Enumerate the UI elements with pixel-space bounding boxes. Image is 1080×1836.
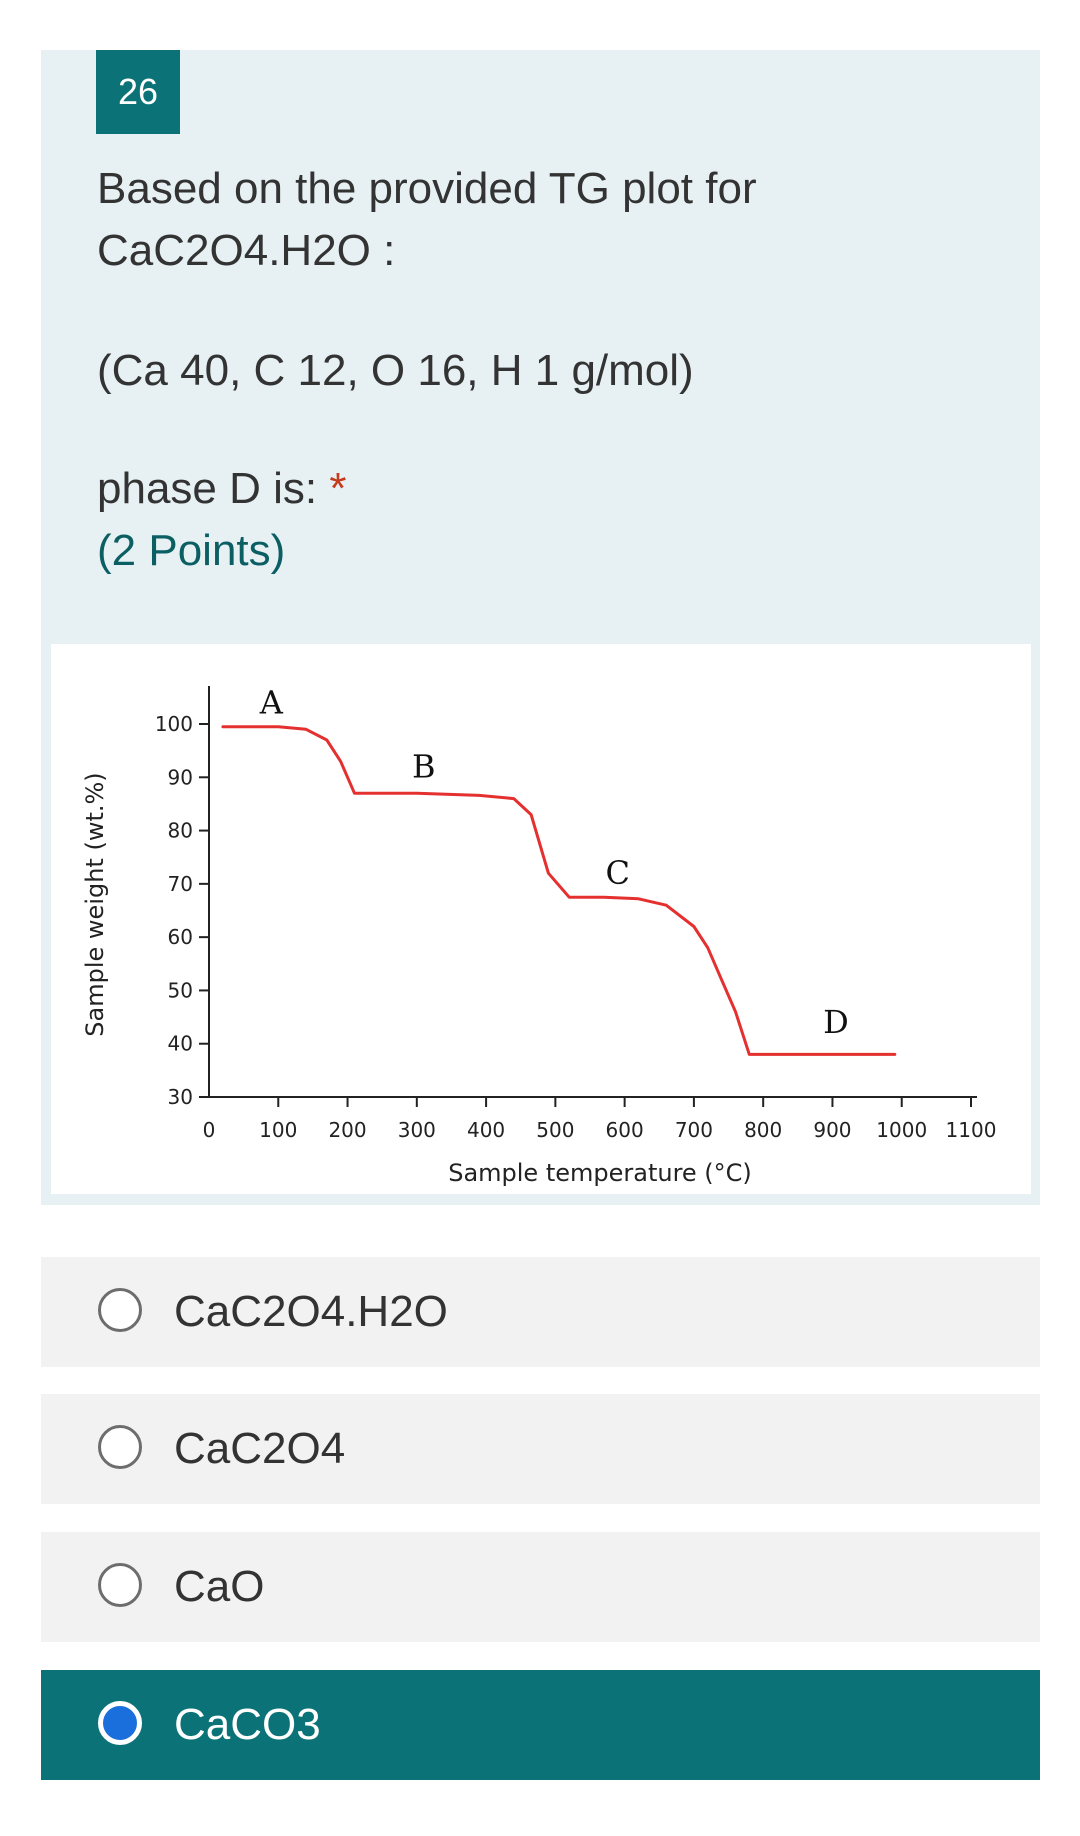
option-caco3[interactable]: CaCO3 — [41, 1670, 1040, 1780]
option-cac2o4[interactable]: CaC2O4 — [41, 1394, 1040, 1504]
x-tick-label: 500 — [536, 1118, 574, 1142]
x-tick-label: 100 — [259, 1118, 297, 1142]
x-tick-label: 700 — [675, 1118, 713, 1142]
phase-label-b: B — [412, 747, 436, 785]
question-number: 26 — [96, 50, 180, 134]
question-points: (2 Points) — [97, 526, 286, 575]
x-tick-label: 400 — [467, 1118, 505, 1142]
option-cao[interactable]: CaO — [41, 1532, 1040, 1642]
y-tick-label: 40 — [168, 1032, 193, 1056]
tg-curve — [221, 725, 897, 1056]
x-tick-label: 800 — [744, 1118, 782, 1142]
question-prompt: phase D is: * — [97, 458, 997, 520]
x-tick-label: 1000 — [876, 1118, 927, 1142]
x-axis-title: Sample temperature (°C) — [448, 1159, 752, 1187]
y-tick-label: 80 — [168, 819, 193, 843]
radio-button[interactable] — [98, 1425, 142, 1469]
tg-plot-image: 0 100 200 300 400 500 600 700 800 900 1000 1100 30 40… — [51, 644, 1031, 1194]
x-tick-label: 600 — [606, 1118, 644, 1142]
x-tick-label: 200 — [328, 1118, 366, 1142]
x-tick-label: 300 — [398, 1118, 436, 1142]
y-tick-label: 70 — [168, 872, 193, 896]
question-text: Based on the provided TG plot for CaC2O4… — [97, 164, 757, 275]
option-label: CaC2O4 — [174, 1424, 346, 1473]
option-label: CaO — [174, 1562, 265, 1611]
radio-button-selected[interactable] — [98, 1701, 142, 1745]
option-label: CaC2O4.H2O — [174, 1287, 448, 1336]
x-tick-label: 900 — [813, 1118, 851, 1142]
x-tick-label: 0 — [203, 1118, 216, 1142]
question-card: 26 Based on the provided TG plot for CaC… — [41, 50, 1040, 1205]
y-axis-title: Sample weight (wt.%) — [81, 772, 109, 1036]
phase-label-d: D — [823, 1003, 849, 1041]
option-cac2o4-h2o[interactable]: CaC2O4.H2O — [41, 1257, 1040, 1367]
radio-button[interactable] — [98, 1563, 142, 1607]
y-tick-label: 50 — [168, 978, 193, 1002]
radio-button[interactable] — [98, 1288, 142, 1332]
y-tick-label: 60 — [168, 925, 193, 949]
x-tick-label: 1100 — [946, 1118, 997, 1142]
y-tick-label: 30 — [168, 1085, 193, 1109]
question-prompt-text: phase D is: — [97, 464, 318, 513]
tg-plot: 0 100 200 300 400 500 600 700 800 900 1000 1100 30 40… — [81, 683, 997, 1187]
phase-label-a: A — [259, 683, 284, 721]
option-label: CaCO3 — [174, 1700, 321, 1749]
required-mark: * — [329, 464, 347, 513]
y-tick-label: 100 — [155, 712, 193, 736]
molar-masses-text: (Ca 40, C 12, O 16, H 1 g/mol) — [97, 346, 694, 395]
y-tick-label: 90 — [168, 765, 193, 789]
phase-label-c: C — [605, 854, 629, 892]
